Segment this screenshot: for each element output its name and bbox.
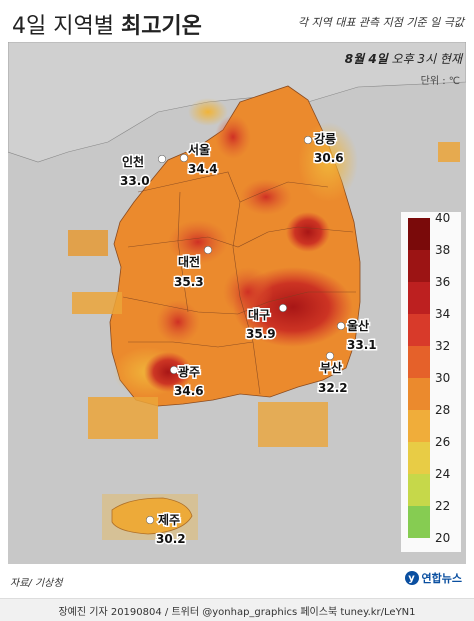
- city-name: 인천: [122, 154, 144, 169]
- city-name: 광주: [178, 364, 200, 379]
- jeju-island: [111, 497, 193, 535]
- city-name: 제주: [158, 513, 180, 527]
- legend-band: [408, 314, 430, 346]
- legend-band: [408, 506, 430, 538]
- city-value: 30.2: [156, 532, 186, 546]
- source-label: 자료/ 기상청: [10, 578, 63, 589]
- legend-tick: 32: [435, 339, 450, 353]
- legend-band: [408, 410, 430, 442]
- city-value: 33.0: [120, 174, 150, 188]
- city-value: 34.6: [174, 384, 204, 398]
- page-title: 4일 지역별 최고기온: [12, 14, 202, 39]
- date-time: 8월 4일 오후 3시 현재: [344, 52, 462, 66]
- legend-tick: 22: [435, 499, 450, 513]
- legend-tick: 34: [435, 307, 450, 321]
- legend-tick: 36: [435, 275, 450, 289]
- city-name: 부산: [320, 360, 342, 375]
- city-name: 서울: [188, 142, 210, 157]
- legend-band: [408, 250, 430, 282]
- temperature-map: 서울 34.4 인천 33.0 강릉 30.6 대전 35.3 대구 35.9 …: [8, 42, 466, 564]
- legend-band: [408, 346, 430, 378]
- city-value: 32.2: [318, 381, 348, 395]
- city-name: 울산: [347, 318, 369, 333]
- city-gwangju: 광주 34.6: [170, 363, 205, 400]
- city-ulsan: 울산 33.1: [337, 317, 378, 354]
- city-value: 33.1: [347, 338, 377, 352]
- city-busan: 부산 32.2: [317, 352, 349, 397]
- city-gangneung: 강릉 30.6: [304, 130, 345, 167]
- legend-band: [408, 474, 430, 506]
- legend-band: [408, 218, 430, 250]
- color-legend: 40 38 36 34 32 30 28 26 24 22 20: [401, 211, 461, 552]
- legend-tick: 26: [435, 435, 450, 449]
- legend-tick: 28: [435, 403, 450, 417]
- subtitle: 각 지역 대표 관측 지점 기준 일 극값: [297, 16, 464, 29]
- city-value: 34.4: [188, 162, 218, 176]
- city-name: 강릉: [314, 131, 336, 146]
- legend-tick: 40: [435, 211, 450, 225]
- city-name: 대구: [248, 308, 270, 322]
- city-value: 35.3: [174, 275, 204, 289]
- legend-tick: 24: [435, 467, 450, 481]
- yonhap-logo: y 연합뉴스: [404, 570, 462, 586]
- city-seoul: 서울 34.4: [180, 141, 219, 178]
- legend-tick: 20: [435, 531, 450, 545]
- legend-band: [408, 282, 430, 314]
- legend-tick: 38: [435, 243, 450, 257]
- legend-tick: 30: [435, 371, 450, 385]
- city-value: 30.6: [314, 151, 344, 165]
- city-daegu: 대구 35.9: [245, 304, 287, 343]
- city-jeju: 제주 30.2: [146, 512, 187, 548]
- legend-band: [408, 442, 430, 474]
- legend-band: [408, 378, 430, 410]
- logo-icon: y: [404, 571, 419, 585]
- unit-label: 단위 : ℃: [420, 76, 460, 87]
- city-incheon: 인천 33.0: [119, 153, 166, 190]
- city-value: 35.9: [246, 327, 276, 341]
- city-name: 대전: [178, 254, 200, 269]
- city-daejeon: 대전 35.3: [173, 246, 212, 291]
- footer-credit: 장예진 기자 20190804 / 트위터 @yonhap_graphics 페…: [0, 598, 474, 621]
